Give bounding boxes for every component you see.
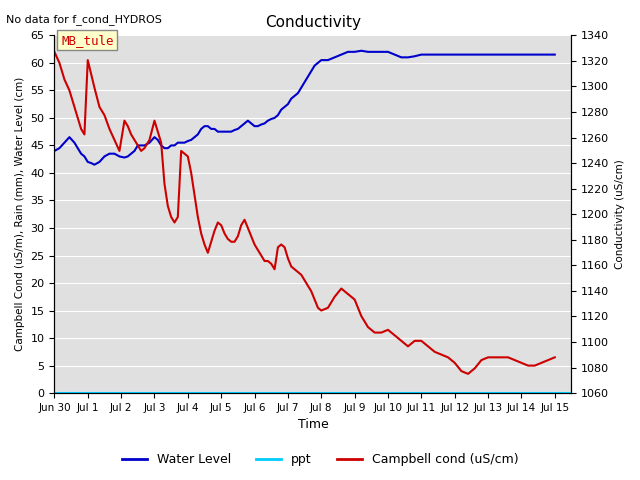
Legend: Water Level, ppt, Campbell cond (uS/cm): Water Level, ppt, Campbell cond (uS/cm) bbox=[116, 448, 524, 471]
Text: No data for f_cond_HYDROS: No data for f_cond_HYDROS bbox=[6, 14, 163, 25]
X-axis label: Time: Time bbox=[298, 419, 328, 432]
Text: MB_tule: MB_tule bbox=[61, 34, 113, 47]
Title: Conductivity: Conductivity bbox=[265, 15, 361, 30]
Y-axis label: Campbell Cond (uS/m), Rain (mm), Water Level (cm): Campbell Cond (uS/m), Rain (mm), Water L… bbox=[15, 77, 25, 351]
Y-axis label: Conductivity (uS/cm): Conductivity (uS/cm) bbox=[615, 159, 625, 269]
